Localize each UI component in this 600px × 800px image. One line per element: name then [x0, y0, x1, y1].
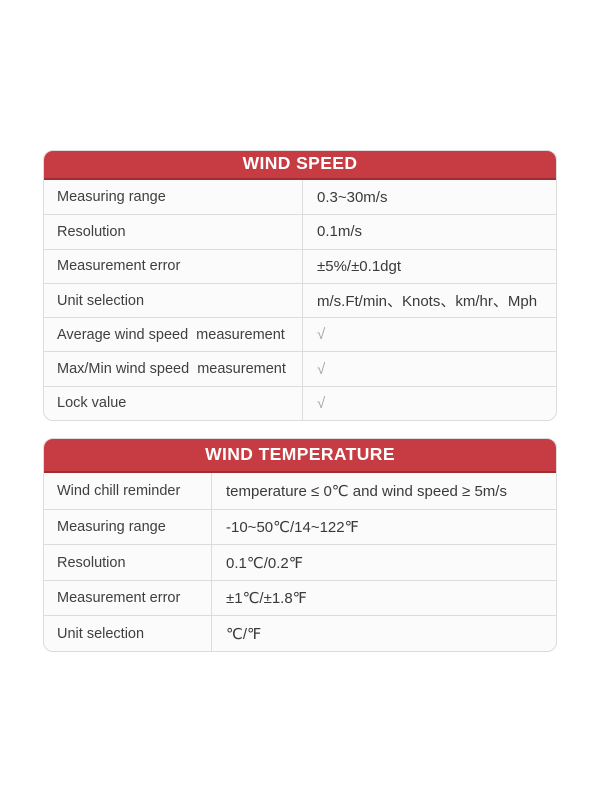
spec-sheet: WIND SPEED Measuring range 0.3~30m/s Res…	[43, 150, 557, 653]
spec-table-rows: Measuring range 0.3~30m/s Resolution 0.1…	[44, 180, 556, 421]
spec-table-title: WIND TEMPERATURE	[205, 443, 395, 464]
spec-value: 0.1m/s	[317, 223, 363, 241]
spec-value: √	[317, 360, 326, 378]
spec-label: Max/Min wind speed measurement	[44, 352, 303, 386]
spec-value: ±5%/±0.1dgt	[317, 257, 402, 275]
spec-value: -10~50℃/14~122℉	[226, 518, 359, 536]
table-row: Unit selection m/s.Ft/min、Knots、km/hr、Mp…	[44, 282, 556, 318]
spec-value: 0.1℃/0.2℉	[226, 554, 303, 572]
spec-value: m/s.Ft/min、Knots、km/hr、Mph	[317, 293, 538, 311]
spec-table-title: WIND SPEED	[242, 153, 358, 174]
spec-table-rows: Wind chill reminder temperature ≤ 0℃ and…	[44, 473, 556, 652]
table-row: Average wind speed measurement √	[44, 317, 556, 352]
spec-label: Unit selection	[44, 283, 303, 318]
table-row: Wind chill reminder temperature ≤ 0℃ and…	[44, 473, 556, 509]
spec-table: WIND SPEED Measuring range 0.3~30m/s Res…	[43, 150, 557, 422]
spec-label: Measuring range	[44, 509, 212, 545]
table-row: Measurement error ±5%/±0.1dgt	[44, 248, 556, 283]
table-row: Measurement error ±1℃/±1.8℉	[44, 579, 556, 616]
spec-table: WIND TEMPERATURE Wind chill reminder tem…	[43, 438, 557, 653]
spec-value: ℃/℉	[226, 625, 262, 643]
spec-label: Measurement error	[44, 580, 212, 616]
spec-value: temperature ≤ 0℃ and wind speed ≥ 5m/s	[226, 482, 507, 500]
table-row: Resolution 0.1℃/0.2℉	[44, 544, 556, 580]
spec-label: Wind chill reminder	[44, 473, 212, 509]
spec-label: Measuring range	[44, 180, 303, 215]
spec-value: √	[317, 326, 326, 344]
spec-label: Measurement error	[44, 249, 303, 283]
table-row: Resolution 0.1m/s	[44, 214, 556, 249]
spec-table-header: WIND TEMPERATURE	[44, 439, 556, 474]
spec-label: Unit selection	[44, 616, 212, 652]
spec-label: Resolution	[44, 545, 212, 580]
table-row: Measuring range -10~50℃/14~122℉	[44, 508, 556, 545]
table-row: Measuring range 0.3~30m/s	[44, 180, 556, 215]
table-row: Unit selection ℃/℉	[44, 615, 556, 652]
spec-value: ±1℃/±1.8℉	[226, 590, 307, 608]
table-row: Max/Min wind speed measurement √	[44, 351, 556, 386]
spec-value: 0.3~30m/s	[317, 188, 388, 206]
table-row: Lock value √	[44, 385, 556, 421]
spec-label: Average wind speed measurement	[44, 318, 303, 352]
spec-label: Lock value	[44, 386, 303, 421]
spec-label: Resolution	[44, 215, 303, 249]
spec-value: √	[317, 394, 326, 412]
spec-table-header: WIND SPEED	[44, 151, 556, 180]
